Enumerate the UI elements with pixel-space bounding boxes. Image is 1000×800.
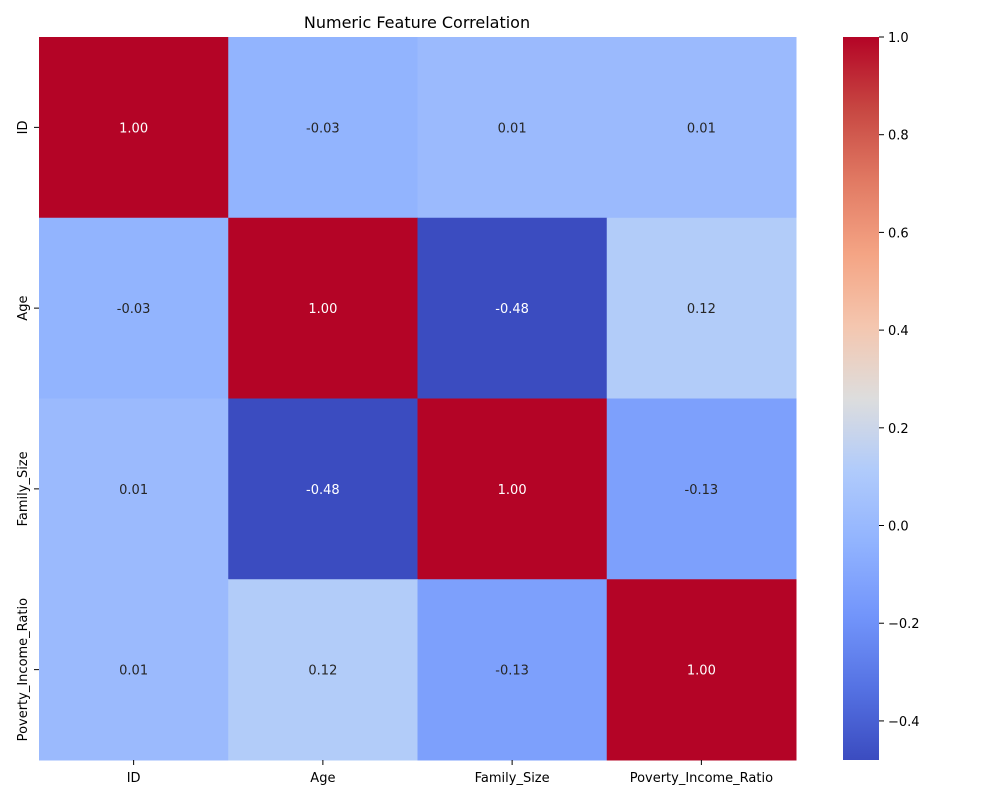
x-tick-label: Family_Size	[475, 771, 550, 786]
colorbar-tick-label: 0.6	[888, 226, 909, 241]
colorbar-tick-label: 0.2	[888, 422, 909, 437]
y-axis: ID Age Family_Size Poverty_Income_Ratio	[16, 120, 39, 741]
cell-value-label: -0.48	[306, 483, 340, 498]
x-tick-label: Age	[310, 771, 335, 786]
y-tick-label: ID	[16, 120, 31, 134]
cell-value-label: -0.03	[117, 302, 151, 317]
cell-value-label: 1.00	[687, 664, 716, 679]
y-tick-label: Age	[16, 296, 31, 321]
cell-value-label: 1.00	[119, 121, 148, 136]
cell-value-label: -0.03	[306, 121, 340, 136]
chart-title: Numeric Feature Correlation	[304, 13, 530, 32]
cell-value-label: 0.01	[119, 483, 148, 498]
colorbar-tick-label: 0.0	[888, 520, 909, 535]
heatmap-cell	[417, 37, 608, 219]
cell-value-label: 1.00	[308, 302, 337, 317]
heatmap-cell	[417, 579, 608, 761]
heatmap-cells	[39, 37, 797, 761]
cell-value-label: -0.48	[495, 302, 529, 317]
heatmap-cell	[228, 398, 418, 580]
cell-value-label: 0.01	[119, 664, 148, 679]
heatmap-cell	[228, 37, 418, 219]
colorbar: −0.4 −0.2 0.0 0.2 0.4 0.6 0.8 1.0	[843, 31, 920, 760]
x-tick-label: Poverty_Income_Ratio	[630, 771, 773, 786]
cell-value-label: 1.00	[498, 483, 527, 498]
x-tick-label: ID	[127, 771, 141, 786]
heatmap-cell	[606, 579, 797, 761]
heatmap-cell	[228, 217, 418, 399]
heatmap-cell	[39, 217, 229, 399]
heatmap-cell	[606, 398, 797, 580]
cell-value-label: 0.01	[687, 121, 716, 136]
heatmap-cell	[417, 398, 608, 580]
heatmap-cell	[39, 398, 229, 580]
colorbar-tick-label: 0.4	[888, 324, 909, 339]
cell-value-label: 0.12	[308, 664, 337, 679]
colorbar-tick-label: 1.0	[888, 31, 909, 46]
heatmap-cell-labels: 1.00 -0.03 0.01 0.01 -0.03 1.00 -0.48 0.12 0.01 -…	[117, 121, 718, 678]
heatmap-cell	[39, 37, 229, 219]
heatmap-cell	[417, 217, 608, 399]
cell-value-label: -0.13	[685, 483, 719, 498]
cell-value-label: 0.01	[498, 121, 527, 136]
heatmap-cell	[606, 37, 797, 219]
heatmap-cell	[606, 217, 797, 399]
colorbar-gradient	[843, 37, 879, 760]
colorbar-tick-label: −0.2	[888, 617, 920, 632]
cell-value-label: -0.13	[495, 664, 529, 679]
y-tick-label: Poverty_Income_Ratio	[16, 598, 31, 741]
heatmap-cell	[228, 579, 418, 761]
heatmap-cell	[39, 579, 229, 761]
cell-value-label: 0.12	[687, 302, 716, 317]
colorbar-tick-label: 0.8	[888, 129, 909, 144]
colorbar-tick-label: −0.4	[888, 715, 920, 730]
x-axis: ID Age Family_Size Poverty_Income_Ratio	[127, 760, 773, 786]
y-tick-label: Family_Size	[16, 451, 31, 526]
